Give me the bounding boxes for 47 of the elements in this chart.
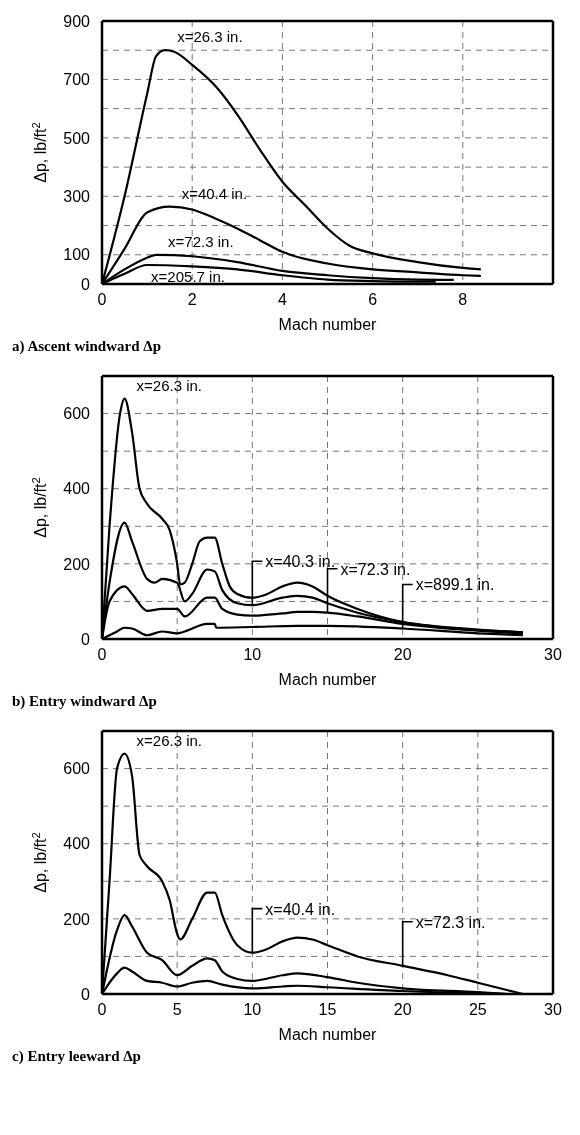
annotation: x=40.4 in. bbox=[181, 184, 248, 202]
annotation: x=40.4 in. bbox=[265, 900, 336, 918]
annotation: x=205.7 in. bbox=[151, 268, 225, 286]
y-tick-label: 200 bbox=[63, 555, 91, 573]
x-tick-label: 10 bbox=[243, 646, 262, 664]
annotation: x=26.3 in. bbox=[177, 28, 243, 46]
y-tick-label: 300 bbox=[63, 188, 91, 206]
x-tick-label: 10 bbox=[243, 1001, 262, 1019]
y-tick-label: 600 bbox=[63, 760, 91, 778]
x-tick-label: 0 bbox=[97, 646, 107, 664]
y-tick-label: 600 bbox=[63, 405, 91, 423]
x-tick-label: 25 bbox=[468, 1001, 487, 1019]
annotation: x=40.3 in. bbox=[265, 553, 336, 571]
x-tick-label: 30 bbox=[544, 1001, 562, 1019]
x-tick-label: 2 bbox=[187, 291, 197, 309]
x-axis-title: Mach number bbox=[278, 316, 378, 333]
y-tick-label: 0 bbox=[81, 275, 91, 293]
x-tick-label: 20 bbox=[393, 1001, 412, 1019]
x-tick-label: 0 bbox=[97, 291, 107, 309]
x-tick-label: 20 bbox=[393, 646, 412, 664]
x-tick-label: 5 bbox=[172, 1001, 182, 1019]
annotation: x=26.3 in. bbox=[136, 376, 203, 394]
y-tick-label: 0 bbox=[81, 630, 91, 648]
x-axis-title: Mach number bbox=[278, 671, 378, 688]
text: c) Entry leeward Δp bbox=[11, 1048, 142, 1065]
annotation: x=899.1 in. bbox=[415, 576, 495, 594]
text: a) Ascent windward Δp bbox=[11, 338, 162, 355]
x-tick-label: 8 bbox=[458, 291, 468, 309]
annotation: x=72.3 in. bbox=[340, 560, 411, 578]
y-tick-label: 500 bbox=[63, 129, 91, 147]
y-tick-label: 100 bbox=[63, 246, 91, 264]
text: b) Entry windward Δp bbox=[11, 693, 158, 710]
y-tick-label: 400 bbox=[63, 480, 91, 498]
y-tick-label: 0 bbox=[81, 985, 91, 1003]
x-tick-label: 15 bbox=[318, 1001, 337, 1019]
x-tick-label: 6 bbox=[368, 291, 378, 309]
y-tick-label: 700 bbox=[63, 71, 91, 89]
annotation: x=72.3 in. bbox=[168, 232, 234, 250]
x-tick-label: 4 bbox=[277, 291, 287, 309]
x-tick-label: 30 bbox=[544, 646, 562, 664]
y-tick-label: 400 bbox=[63, 835, 91, 853]
x-tick-label: 0 bbox=[97, 1001, 107, 1019]
y-tick-label: 900 bbox=[63, 12, 91, 30]
y-tick-label: 200 bbox=[63, 910, 91, 928]
annotation: x=26.3 in. bbox=[136, 731, 203, 749]
annotation: x=72.3 in. bbox=[415, 913, 486, 931]
x-axis-title: Mach number bbox=[278, 1026, 378, 1043]
